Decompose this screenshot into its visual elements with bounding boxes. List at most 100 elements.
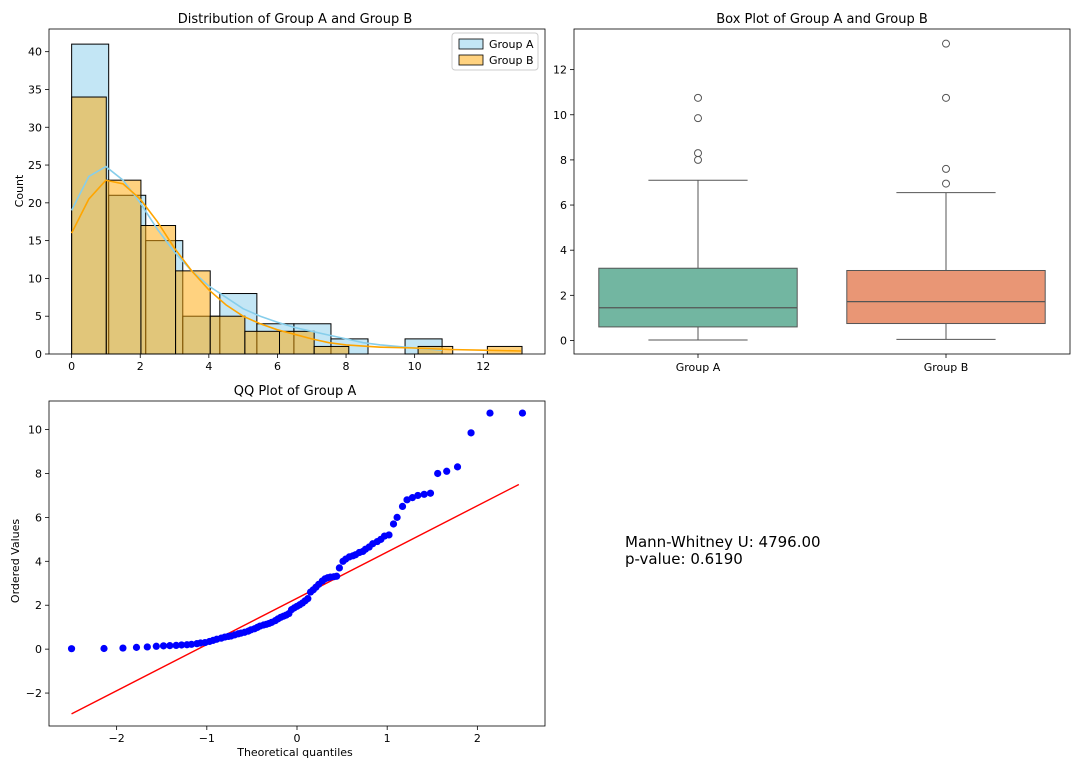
qq-axes: −2 −1 0 1 2 −2 0 2 4 6 8 10 bbox=[26, 400, 546, 745]
qq-xtick-label: −2 bbox=[109, 732, 125, 745]
qq-xtick-label: 1 bbox=[384, 732, 391, 745]
qq-point bbox=[518, 409, 527, 417]
qq-point bbox=[177, 641, 186, 649]
hist-ytick-label: 35 bbox=[28, 83, 42, 96]
qq-point bbox=[304, 595, 312, 603]
hist-bar-b bbox=[105, 179, 142, 355]
qq-title: QQ Plot of Group A bbox=[234, 384, 357, 399]
hist-bar-b bbox=[71, 96, 107, 355]
qq-point bbox=[166, 642, 174, 650]
hist-ytick-label: 40 bbox=[28, 46, 42, 59]
hist-xtick-label: 6 bbox=[274, 360, 281, 373]
box-group-b-outlier bbox=[942, 179, 950, 188]
qq-ytick-label: 4 bbox=[35, 555, 42, 568]
box-ytick-label: 12 bbox=[553, 64, 567, 77]
hist-bar-b bbox=[244, 330, 281, 355]
hist-xtick-label: 10 bbox=[408, 360, 422, 373]
legend-label-group-b: Group B bbox=[489, 54, 534, 67]
qq-xtick-label: 0 bbox=[294, 732, 301, 745]
qq-point bbox=[408, 494, 417, 502]
qq-ytick-label: 8 bbox=[35, 467, 42, 480]
hist-ytick-label: 10 bbox=[28, 272, 42, 285]
qq-ytick-label: −2 bbox=[26, 687, 42, 700]
box-group-a-outlier bbox=[694, 149, 702, 158]
hist-ytick-label: 0 bbox=[35, 348, 42, 361]
box-axes: 0 2 4 6 8 10 12 Group A Group B bbox=[553, 28, 1071, 374]
qq-ytick-label: 0 bbox=[35, 643, 42, 656]
hist-bar-b bbox=[140, 225, 177, 355]
legend-swatch-group-b bbox=[458, 54, 484, 66]
p-value-text: p-value: 0.6190 bbox=[625, 550, 743, 568]
qq-point bbox=[172, 641, 180, 650]
qq-point bbox=[398, 502, 407, 511]
qq-point bbox=[152, 642, 160, 650]
qq-point bbox=[100, 644, 108, 653]
legend-label-group-a: Group A bbox=[489, 38, 534, 51]
qq-point bbox=[119, 644, 127, 652]
qq-point bbox=[187, 640, 196, 648]
qq-ylabel: Ordered Values bbox=[9, 519, 22, 603]
box-ytick-label: 4 bbox=[560, 244, 567, 257]
qq-point bbox=[143, 643, 151, 651]
qq-point bbox=[335, 564, 343, 572]
hist-kde-lines bbox=[70, 165, 522, 352]
qq-ytick-label: 6 bbox=[35, 511, 42, 524]
hist-ytick-label: 5 bbox=[35, 310, 42, 323]
box-group-a-outlier bbox=[694, 114, 702, 123]
box-xtick-label: Group A bbox=[676, 361, 721, 374]
hist-xtick-label: 8 bbox=[343, 360, 350, 373]
qq-point bbox=[443, 467, 451, 475]
qq-point bbox=[414, 491, 422, 500]
qq-fit-line bbox=[71, 483, 520, 715]
box-ytick-label: 8 bbox=[560, 154, 567, 167]
box-ytick-label: 2 bbox=[560, 289, 567, 302]
box-frame bbox=[573, 28, 1071, 355]
hist-bar-b bbox=[313, 345, 350, 355]
qq-xlabel: Theoretical quantiles bbox=[236, 746, 353, 759]
legend-swatch-group-a bbox=[458, 38, 484, 50]
qq-point bbox=[385, 531, 393, 539]
hist-xtick-label: 0 bbox=[68, 360, 75, 373]
box-panel: Box Plot of Group A and Group B 0 2 4 6 8 10 1… bbox=[553, 12, 1071, 374]
qq-point bbox=[486, 409, 494, 417]
box-xtick-label: Group B bbox=[924, 361, 969, 374]
box-group-b-outlier bbox=[942, 164, 950, 173]
kde-line-group-b bbox=[70, 179, 522, 352]
qq-point bbox=[159, 642, 168, 650]
qq-point bbox=[453, 463, 462, 471]
hist-frame bbox=[48, 28, 546, 355]
qq-point bbox=[420, 490, 428, 498]
qq-ytick-label: 2 bbox=[35, 599, 42, 612]
qq-point bbox=[426, 489, 435, 497]
hist-ytick-label: 20 bbox=[28, 197, 42, 210]
box-group-b-iqr bbox=[846, 269, 1046, 325]
qq-reference-line bbox=[71, 483, 520, 715]
qq-panel: QQ Plot of Group A Theoretical quantiles… bbox=[9, 384, 546, 759]
qq-ytick-label: 10 bbox=[28, 424, 42, 437]
qq-point bbox=[403, 496, 411, 504]
qq-point bbox=[467, 429, 475, 437]
box-ytick-label: 10 bbox=[553, 109, 567, 122]
hist-title: Distribution of Group A and Group B bbox=[178, 12, 413, 27]
hist-ytick-label: 25 bbox=[28, 159, 42, 172]
hist-axes: 0 2 4 6 8 10 12 0 5 10 15 20 25 30 35 40 bbox=[28, 28, 546, 373]
hist-xtick-label: 2 bbox=[137, 360, 144, 373]
qq-frame bbox=[48, 400, 546, 727]
box-group-b-outlier bbox=[942, 93, 950, 102]
hist-ytick-label: 15 bbox=[28, 235, 42, 248]
qq-xtick-label: −1 bbox=[199, 732, 215, 745]
box-group-a-outlier bbox=[694, 93, 702, 102]
box-marks bbox=[598, 39, 1046, 341]
qq-points bbox=[67, 409, 527, 653]
box-ytick-label: 6 bbox=[560, 199, 567, 212]
qq-xtick-label: 2 bbox=[474, 732, 481, 745]
box-ytick-label: 0 bbox=[560, 334, 567, 347]
hist-ytick-label: 30 bbox=[28, 121, 42, 134]
hist-xtick-label: 4 bbox=[205, 360, 212, 373]
mann-whitney-u-text: Mann-Whitney U: 4796.00 bbox=[625, 533, 821, 551]
qq-point bbox=[132, 643, 141, 651]
hist-panel: Distribution of Group A and Group B Coun… bbox=[13, 12, 546, 373]
box-title: Box Plot of Group A and Group B bbox=[716, 12, 928, 27]
qq-point bbox=[434, 469, 442, 478]
qq-point bbox=[67, 645, 76, 653]
